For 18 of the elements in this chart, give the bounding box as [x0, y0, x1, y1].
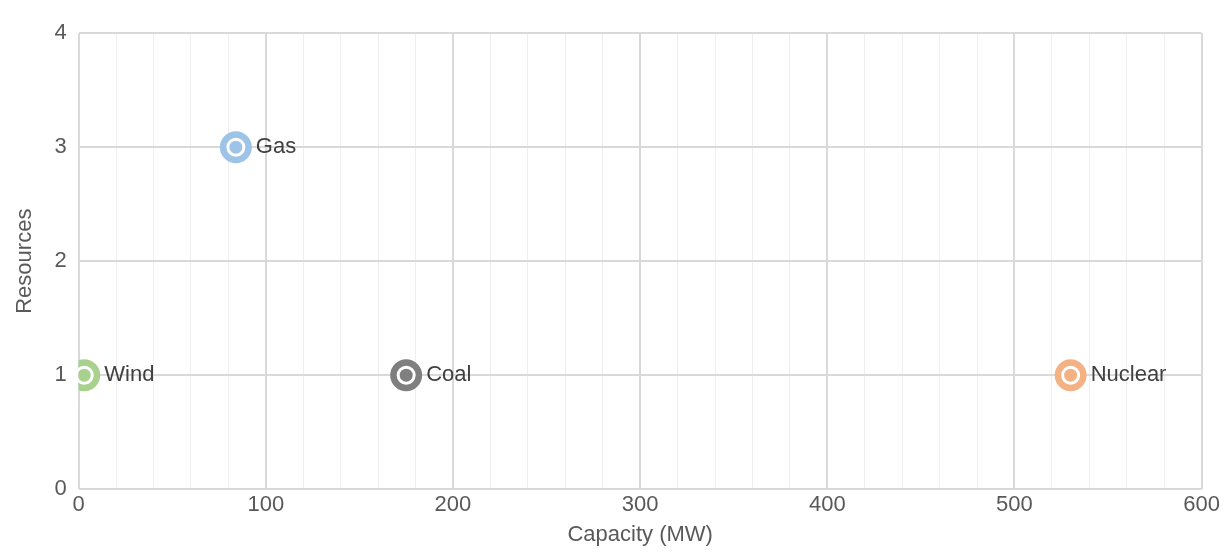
- y-tick-label: 3: [54, 133, 67, 159]
- x-tick-label: 600: [1183, 491, 1221, 517]
- series-label: Wind: [104, 361, 155, 387]
- x-tick-label: 300: [621, 491, 659, 517]
- series-label: Nuclear: [1090, 361, 1167, 387]
- y-tick-label: 2: [54, 247, 67, 273]
- series-label: Coal: [426, 361, 472, 387]
- y-axis-title: Resources: [11, 208, 37, 314]
- x-tick-label: 200: [434, 491, 472, 517]
- x-tick-label: 100: [247, 491, 285, 517]
- y-tick-label: 1: [54, 361, 67, 387]
- y-tick-label: 0: [54, 475, 67, 501]
- x-tick-label: 500: [996, 491, 1033, 517]
- y-tick-label: 4: [54, 19, 67, 45]
- series-label: Gas: [255, 133, 297, 159]
- x-tick-label: 400: [808, 491, 846, 517]
- x-tick-label: 0: [72, 491, 85, 517]
- x-axis-title: Capacity (MW): [567, 520, 713, 546]
